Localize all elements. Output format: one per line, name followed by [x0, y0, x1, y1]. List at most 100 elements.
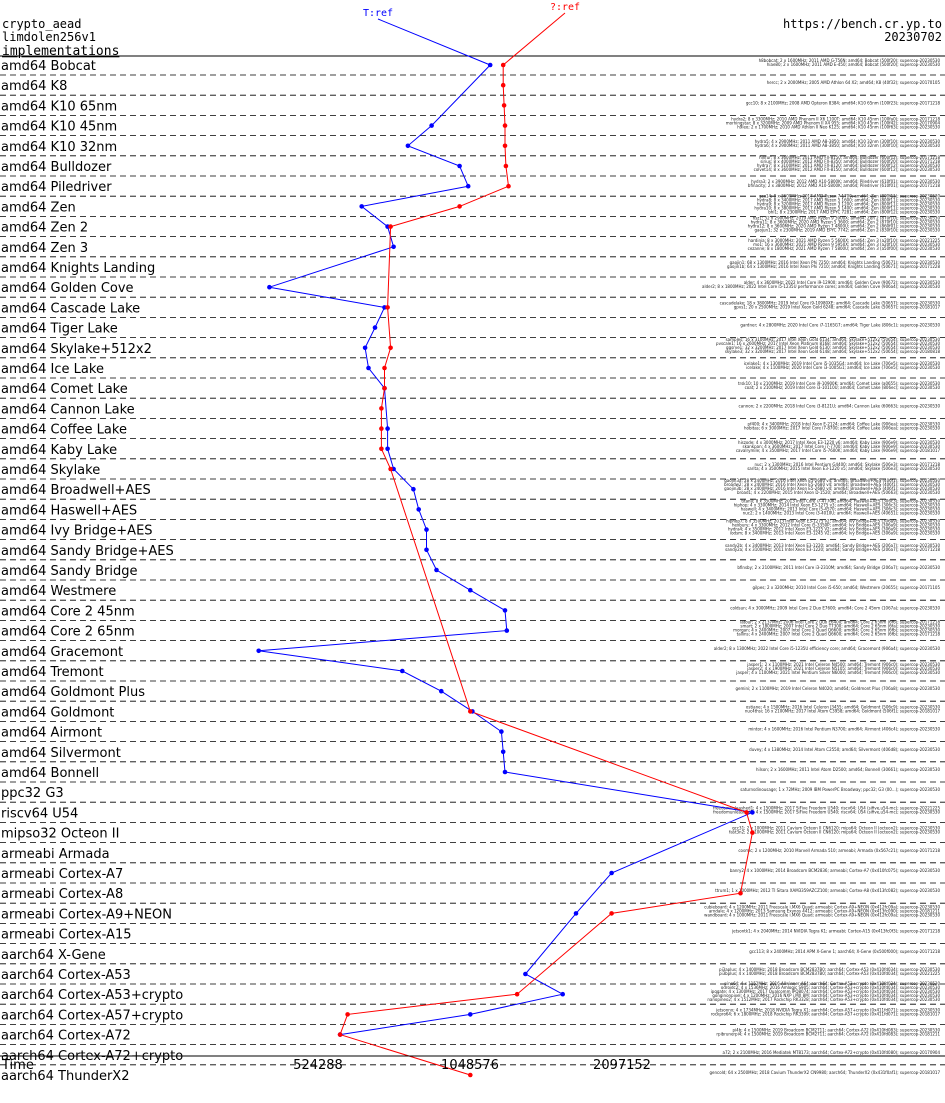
machine-detail: hardinia; 8 x 3000MHz; 2021 AMD Ryzen 5 … [748, 238, 940, 243]
row-label: armeabi Cortex-A9+NEON [1, 907, 172, 922]
t-ref-point [487, 62, 493, 68]
q-ref-point [514, 991, 520, 997]
machine-detail: gaojin1b; 64 x 1300MHz; 2016 Intel Xeon … [727, 264, 940, 269]
machine-detail: hobitas; 6 x 3000MHz; 2017 Intel Core i7… [744, 426, 940, 431]
machine-detail: hydra8; 8 x 3400MHz; 2017 AMD Ryzen 5 16… [757, 197, 941, 202]
row-label: aarch64 Cortex-A72 [1, 1029, 131, 1044]
primitive-name: crypto_aead [2, 17, 81, 31]
q-ref-point [501, 103, 507, 108]
machine-detail: alder2; 8 x 1800MHz; 2022 Intel Core i5-… [702, 284, 940, 289]
source-url[interactable]: https://bench.cr.yp.to [783, 17, 942, 31]
row-label: amd64 Bonnell [1, 766, 99, 781]
t-ref-point [560, 991, 565, 997]
t-ref-point [359, 204, 365, 209]
machine-detail: cezanne; 8 x 1800MHz; 2021 AMD Ryzen 7 5… [748, 246, 941, 251]
q-ref-point [379, 426, 384, 431]
row-label: amd64 Piledriver [1, 180, 112, 195]
t-ref-point [750, 810, 755, 815]
machine-detail: latour; 2 x 2137MHz; 2006 Intel Core 2 D… [740, 620, 940, 625]
machine-detail: gcc31; 2 x 1000MHz; 2011 Cavium Octeon I… [732, 826, 940, 831]
machine-detail: hydra10; 8 x 3800MHz; 2017 AMD Ryzen 5 1… [754, 205, 940, 210]
machine-detail: alder2; 8 x 1300MHz; 2022 Intel Core i5-… [714, 646, 941, 651]
t-ref-point [362, 345, 368, 351]
machine-detail: freedomunleashed2; 4 x 1500MHz; 2017 SiF… [713, 809, 940, 814]
machine-detail: cubieboard; 4 x 1200MHz; 2011 Freescale … [704, 904, 940, 909]
machine-detail: pi3aplus; 4 x 1400MHz; 2018 Broadcom BCM… [719, 967, 940, 972]
series-line-q-ref [339, 65, 753, 1076]
machine-detail: arndale; 4 x 1200MHz; 2013 Samsung Exyno… [709, 908, 941, 913]
chart-header: crypto_aead limdolen256v1 implementation… [2, 17, 942, 59]
machine-detail: gemini; 2 x 1100MHz; 2019 Intel Celeron … [735, 686, 940, 691]
machine-detail: nanopineo2; 4 x 1512MHz; 2017 Rockchip R… [707, 997, 940, 1002]
machine-detail: morgan; 4 x 2400MHz; 2007 Intel Core 2 Q… [733, 628, 940, 633]
legend-leader [377, 18, 491, 66]
machine-detail: hiae80; 2 x 1600MHz; 2011 AMD E-450; amd… [767, 62, 941, 67]
machine-detail: iodsm; 8 x 3400MHz; 2013 Intel Xeon E3-1… [730, 531, 940, 536]
x-axis: Time 524288 1048576 2097152 [1, 1058, 651, 1073]
row-label: amd64 Bulldozer [1, 160, 112, 175]
row-label: amd64 Comet Lake [1, 382, 128, 397]
row-label: amd64 Zen 2 [1, 221, 88, 236]
machine-detail: morningstar; 8 x 3200MHz; 2009 AMD Pheno… [726, 121, 941, 126]
machine-detail: gcc113; 8 x 2400MHz; 2014 APM X-Gene 1; … [749, 949, 940, 954]
machine-detail: tallins; 4 x 2400MHz; 2007 Intel Core 2 … [737, 632, 941, 637]
machine-detail: coat; 2 x 2100MHz; 2019 Intel Core i3-10… [745, 385, 941, 390]
implementations-link[interactable]: implementations [2, 44, 119, 59]
row-label: amd64 Tremont [1, 665, 104, 680]
machine-detail: hinfur; 8 x 3600MHz; 2011 AMD FX-8150; a… [759, 155, 940, 160]
machine-detail: skankpan; 4 x 3600MHz; 2017 Intel Core i… [742, 444, 940, 449]
machine-detail: gaojin1; 68 x 1300MHz; 2016 Intel Xeon P… [730, 260, 941, 265]
row-label: amd64 K8 [1, 79, 67, 94]
machine-detail: gcc14; 8 x 3600MHz; 2017 AMD Ryzen 7 170… [759, 193, 940, 198]
machine-detail: nuc; 2 x 1300MHz; 2016 Intel Pentium G44… [754, 462, 940, 467]
row-label: amd64 Skylake+512x2 [1, 342, 152, 357]
machine-detail: nuc2; 2 x 1400MHz; 2013 Intel Core i3-40… [743, 510, 941, 515]
machine-detail: hiphop; 4 x 3300MHz; 2014 Intel Xeon E3-… [734, 502, 941, 507]
q-ref-point [379, 406, 384, 411]
machine-detail: smart; 2 x 1800MHz; 2007 Intel Core 2 Du… [740, 624, 940, 629]
series-points [256, 62, 755, 1078]
machine-detail: gaojin3a; 28 x 2400MHz; 2016 Intel Xeon … [724, 478, 940, 483]
q-ref-point [738, 890, 743, 896]
t-ref-point [523, 971, 528, 977]
machine-detail: fast3n2; 2 x 1000MHz; 2011 Cavium Octeon… [729, 830, 940, 835]
machine-detail: bhl1; 8 x 2300MHz; 2017 AMD EPYC 7281; a… [768, 209, 940, 214]
q-ref-point [379, 446, 384, 452]
machine-detail: wandboard; 4 x 1000MHz; 2011 Freescale i… [704, 912, 940, 917]
t-ref-point [434, 567, 439, 573]
machine-detail: jasper1; 2 x 1100MHz; 2021 Intel Celeron… [746, 662, 940, 667]
t-ref-point [424, 547, 429, 553]
machine-detail: sandy2a; 4 x 3100MHz; 2011 Intel Xeon E3… [725, 547, 940, 552]
machine-detail: samples; 16 x 3100MHz; 2017 Intel Xeon G… [726, 337, 941, 342]
q-ref-point [388, 224, 393, 229]
row-label: amd64 K10 65nm [1, 99, 117, 114]
machine-detail: hiszode; 4 x 3000MHz; 2017 Intel Xeon E3… [738, 440, 940, 445]
row-label: amd64 Haswell+AES [1, 503, 137, 518]
q-ref-point [750, 830, 755, 835]
machine-detail: broadw2; 28 x 2400MHz; 2016 Intel Xeon E… [724, 482, 940, 487]
algorithm-name: limdolen256v1 [2, 30, 96, 44]
t-ref-point [573, 911, 579, 916]
machine-detail: rockpro64; 6 x 1800MHz; 2018 Rockchip RK… [711, 1011, 941, 1016]
row-label: armeabi Cortex-A15 [1, 928, 131, 943]
q-ref-point [457, 204, 462, 209]
row-label: amd64 Goldmont Plus [1, 685, 145, 700]
row-label: amd64 Skylake [1, 463, 100, 478]
machine-detail: hiphop7; 8 x 3500MHz; 2013 Intel Xeon E3… [726, 519, 940, 524]
machine-detail: nsz1; 32 x 2900MHz; 2019 AMD Ryzen 9 390… [753, 216, 941, 221]
row-label: aarch64 ThunderX2 [1, 1069, 129, 1084]
row-list: amd64 Bobcat h8bobcat; 2 x 1600MHz; 2011 … [0, 58, 945, 1084]
row-label: armeabi Armada [1, 847, 110, 862]
machine-detail: freedomunleashed1; 4 x 1500MHz; 2017 SiF… [713, 805, 940, 810]
machine-detail: broad1; 4 x 2200MHz; 2015 Intel Xeon D-1… [737, 490, 940, 495]
q-ref-point [609, 911, 614, 916]
t-ref-point [411, 486, 416, 492]
machine-detail: hydra2; 8 x 3300MHz; 2010 AMD Phenom II … [731, 117, 940, 122]
row-label: amd64 Cannon Lake [1, 402, 135, 417]
t-ref-point [468, 1012, 473, 1017]
row-label: amd64 Broadwell+AES [1, 483, 151, 498]
t-ref-point [385, 426, 390, 431]
row-label: amd64 Sandy Bridge+AES [1, 544, 174, 559]
t-ref-point [468, 587, 473, 593]
